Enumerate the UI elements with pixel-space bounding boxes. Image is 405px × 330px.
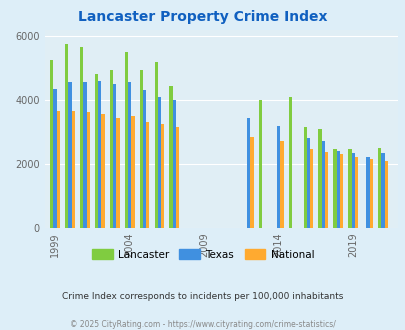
Bar <box>113 84 116 228</box>
Text: © 2025 CityRating.com - https://www.cityrating.com/crime-statistics/: © 2025 CityRating.com - https://www.city… <box>70 320 335 329</box>
Bar <box>247 117 250 228</box>
Bar <box>80 47 83 228</box>
Bar <box>169 85 172 228</box>
Bar <box>124 52 128 228</box>
Bar <box>161 124 164 228</box>
Bar <box>68 82 71 228</box>
Bar <box>146 122 149 228</box>
Bar <box>250 137 253 228</box>
Bar <box>369 159 372 228</box>
Bar <box>288 97 291 228</box>
Bar <box>351 153 354 228</box>
Bar <box>143 90 146 228</box>
Legend: Lancaster, Texas, National: Lancaster, Texas, National <box>87 245 318 264</box>
Bar <box>336 151 339 228</box>
Bar <box>377 148 380 228</box>
Bar <box>306 138 309 228</box>
Text: Crime Index corresponds to incidents per 100,000 inhabitants: Crime Index corresponds to incidents per… <box>62 292 343 301</box>
Bar <box>154 62 158 228</box>
Bar <box>101 114 104 228</box>
Bar <box>128 82 131 228</box>
Bar <box>139 70 143 228</box>
Bar <box>50 60 53 228</box>
Bar <box>116 117 119 228</box>
Bar <box>131 116 134 228</box>
Bar <box>321 142 324 228</box>
Bar <box>175 127 179 228</box>
Bar <box>258 100 262 228</box>
Bar <box>98 81 101 228</box>
Bar <box>384 161 387 228</box>
Bar <box>279 142 283 228</box>
Bar <box>71 111 75 228</box>
Bar <box>324 152 328 228</box>
Bar <box>303 127 306 228</box>
Bar <box>109 70 113 228</box>
Bar <box>95 74 98 228</box>
Bar <box>318 129 321 228</box>
Bar <box>83 82 86 228</box>
Text: Lancaster Property Crime Index: Lancaster Property Crime Index <box>78 10 327 24</box>
Bar <box>347 149 351 228</box>
Bar <box>354 157 357 228</box>
Bar <box>333 149 336 228</box>
Bar <box>57 111 60 228</box>
Bar <box>65 44 68 228</box>
Bar <box>380 153 384 228</box>
Bar <box>53 89 57 228</box>
Bar <box>158 97 161 228</box>
Bar <box>366 157 369 228</box>
Bar <box>309 149 313 228</box>
Bar <box>339 154 342 228</box>
Bar <box>172 100 175 228</box>
Bar <box>276 125 279 228</box>
Bar <box>86 112 90 228</box>
